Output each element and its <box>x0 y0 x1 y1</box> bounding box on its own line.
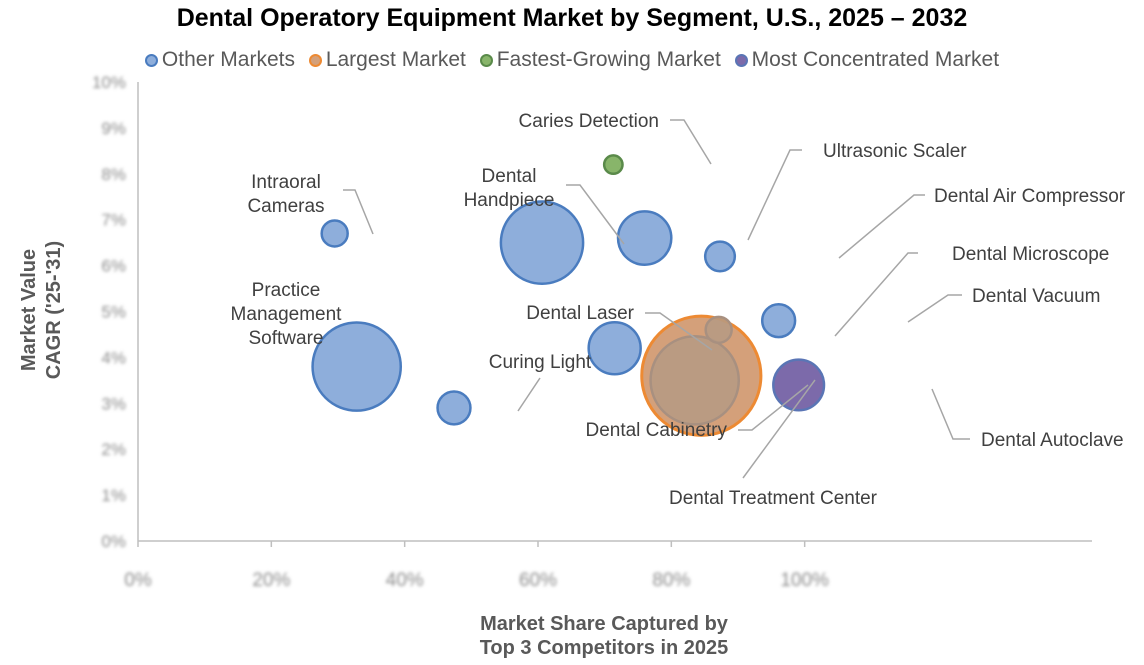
leader-line-dental-autoclave <box>931 388 970 440</box>
bubble-caries-detection <box>602 154 624 176</box>
leader-line-dental-vacuum <box>907 294 962 323</box>
bubbles <box>311 154 826 437</box>
bubble-dental-vacuum <box>760 302 797 339</box>
data-label-ultrasonic-scaler: Ultrasonic Scaler <box>823 141 967 162</box>
bubble-dental-handpiece <box>499 200 585 286</box>
data-label-dental-laser: Dental Laser <box>526 303 634 324</box>
chart-title: Dental Operatory Equipment Market by Seg… <box>176 4 968 32</box>
y-tick-label: 5% <box>101 303 126 322</box>
legend-label: Most Concentrated Market <box>751 48 1000 71</box>
leader-line-curing-light <box>517 377 541 412</box>
bubble-dental-laser <box>587 320 642 376</box>
y-axis-label-line: CAGR ('25-'31) <box>43 241 65 379</box>
y-tick-label: 10% <box>92 73 126 92</box>
legend-swatch-largest <box>308 53 322 67</box>
x-axis-label-line: Market Share Captured by <box>480 613 728 635</box>
legend-item-other[interactable]: Other Markets <box>144 48 295 72</box>
data-label-curing-light: Curing Light <box>489 352 592 373</box>
data-label-dental-vacuum: Dental Vacuum <box>972 286 1101 307</box>
x-tick-label: 100% <box>780 570 829 591</box>
data-label-dental-handpiece: Dental <box>482 166 537 187</box>
leader-line-dental-cabinetry <box>738 384 809 431</box>
data-label-dental-handpiece: Handpiece <box>464 190 555 211</box>
y-tick-label: 3% <box>101 394 126 413</box>
data-label-dental-cabinetry: Dental Cabinetry <box>585 420 727 441</box>
data-label-dental-autoclave: Dental Autoclave <box>981 430 1124 451</box>
data-label-intraoral-cameras: Intraoral <box>251 172 321 193</box>
legend-swatch-fastest <box>479 53 493 67</box>
bubble-practice-management-software <box>311 321 403 412</box>
bubble-dental-cabinetry <box>649 335 741 426</box>
legend-item-concentrated[interactable]: Most Concentrated Market <box>734 48 1000 72</box>
legend-item-fastest[interactable]: Fastest-Growing Market <box>479 48 721 72</box>
y-axis-label: Market Value CAGR ('25-'31) <box>18 241 65 379</box>
bubble-dental-microscope <box>704 315 733 345</box>
legend-swatch-concentrated <box>734 53 748 67</box>
leader-line-dental-microscope <box>834 252 918 337</box>
y-tick-label: 7% <box>101 211 126 230</box>
bubble-ultrasonic-scaler <box>616 210 673 266</box>
leader-line-dental-handpiece <box>566 184 625 245</box>
x-tick-label: 0% <box>124 570 152 591</box>
x-tick-label: 40% <box>386 570 424 591</box>
bubble-intraoral-cameras <box>320 219 349 248</box>
x-axis-label: Market Share Captured by Top 3 Competito… <box>404 612 804 660</box>
data-label-practice-management-software: Management <box>231 304 343 325</box>
legend-label: Largest Market <box>325 48 466 71</box>
legend-swatch-other <box>144 53 158 67</box>
data-label-dental-air-compressor: Dental Air Compressor <box>934 186 1126 207</box>
y-tick-label: 0% <box>101 532 126 551</box>
y-tick-label: 6% <box>101 257 126 276</box>
y-tick-label: 4% <box>101 348 126 367</box>
leader-line-intraoral-cameras <box>343 189 374 235</box>
legend: Other Markets Largest Market Fastest-Gro… <box>0 48 1144 72</box>
leader-line-dental-laser <box>645 312 713 351</box>
bubble-dental-autoclave <box>772 358 826 412</box>
leader-line-dental-air-compressor <box>838 194 925 259</box>
data-label-caries-detection: Caries Detection <box>519 111 659 132</box>
y-tick-label: 1% <box>101 486 126 505</box>
x-tick-label: 60% <box>519 570 557 591</box>
data-label-dental-microscope: Dental Microscope <box>952 244 1109 265</box>
leader-line-caries-detection <box>670 119 712 165</box>
y-axis-label-line: Market Value <box>18 249 40 371</box>
y-tick-label: 2% <box>101 440 126 459</box>
bubble-dental-air-compressor <box>703 240 737 273</box>
legend-label: Fastest-Growing Market <box>496 48 721 71</box>
y-tick-label: 8% <box>101 165 126 184</box>
x-axis-label-line: Top 3 Competitors in 2025 <box>479 637 729 659</box>
data-label-dental-treatment-center: Dental Treatment Center <box>669 488 878 509</box>
legend-label: Other Markets <box>161 48 295 71</box>
legend-item-largest[interactable]: Largest Market <box>308 48 466 72</box>
data-label-practice-management-software: Practice <box>252 280 321 301</box>
data-label-practice-management-software: Software <box>249 328 324 349</box>
y-tick-label: 9% <box>101 119 126 138</box>
leader-line-dental-treatment-center <box>742 379 816 479</box>
x-tick-label: 20% <box>252 570 290 591</box>
leader-line-ultrasonic-scaler <box>747 149 802 241</box>
bubble-curing-light <box>436 390 472 426</box>
x-tick-label: 80% <box>652 570 690 591</box>
data-label-intraoral-cameras: Cameras <box>247 196 324 217</box>
